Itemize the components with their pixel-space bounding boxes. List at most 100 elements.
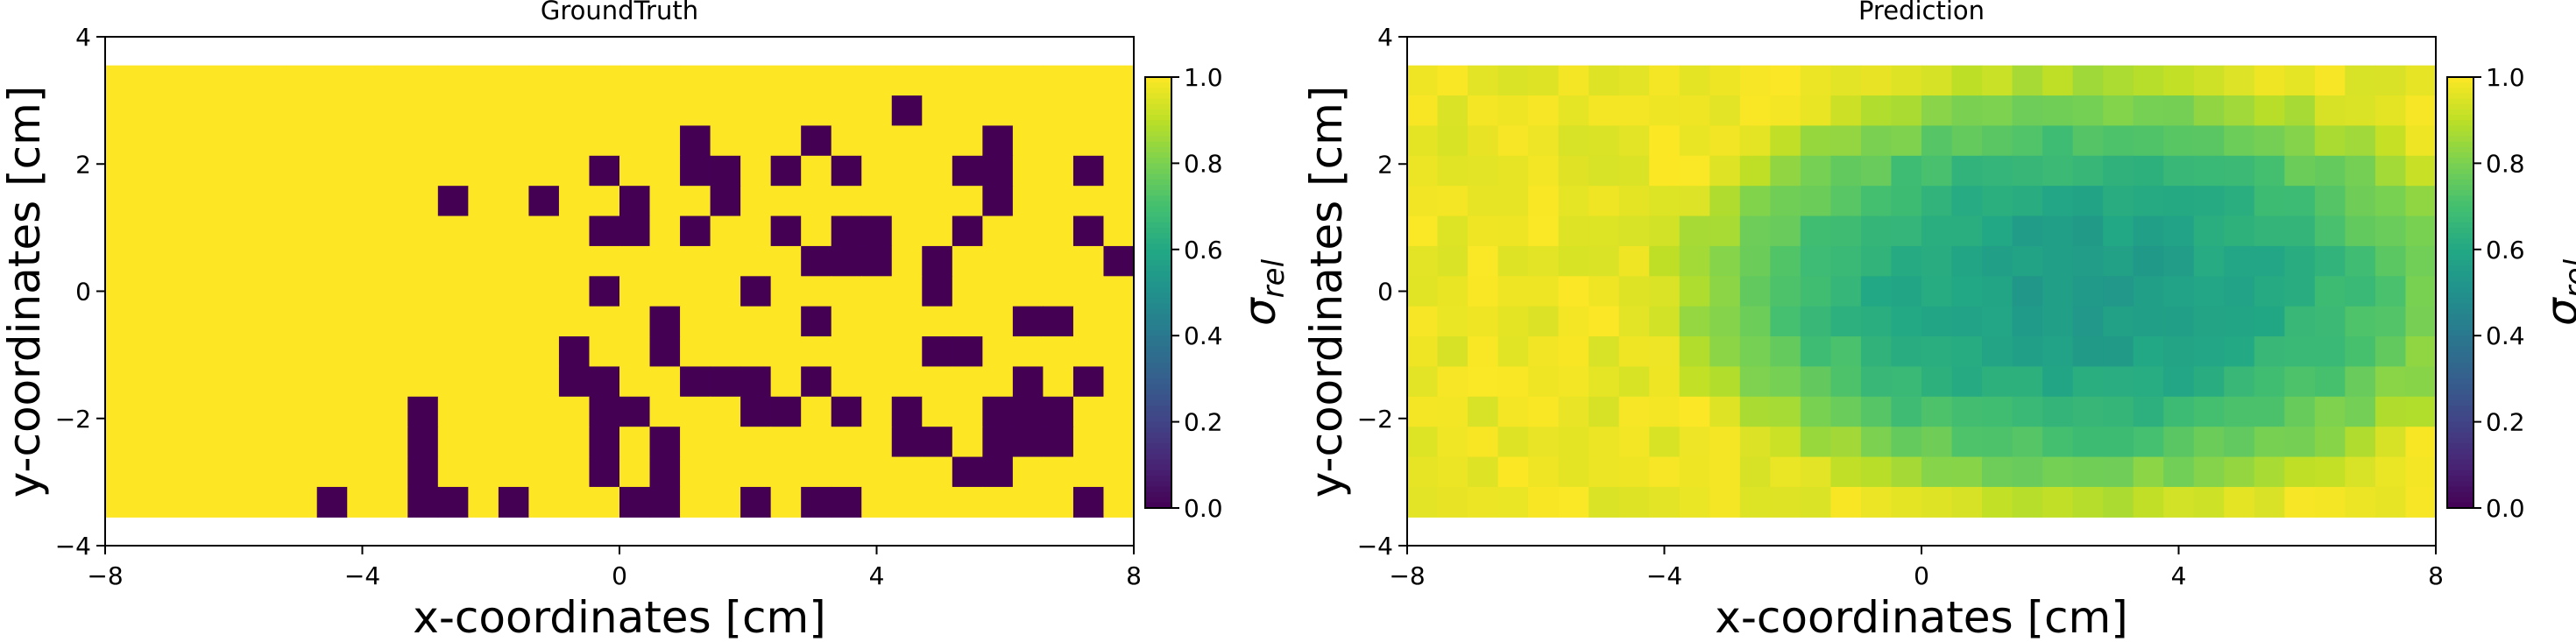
x-tick-label: −8 bbox=[87, 561, 123, 590]
heatmap-cell bbox=[891, 396, 923, 427]
heatmap-cell bbox=[558, 155, 591, 187]
heatmap-cell bbox=[2345, 155, 2376, 187]
heatmap-cell bbox=[2405, 366, 2437, 398]
heatmap-cell bbox=[1709, 456, 1741, 488]
heatmap-cell bbox=[316, 456, 348, 488]
heatmap-cell bbox=[468, 336, 499, 368]
x-tick-label: 4 bbox=[869, 561, 885, 590]
heatmap-cell bbox=[2012, 95, 2043, 127]
colorbar-tick-label: 1.0 bbox=[2486, 63, 2525, 92]
colorbar-segment bbox=[1145, 265, 1171, 272]
heatmap-cell bbox=[558, 396, 591, 427]
heatmap-cell bbox=[2072, 336, 2104, 368]
heatmap-cell bbox=[2012, 486, 2043, 518]
heatmap-cell bbox=[1103, 276, 1135, 307]
x-axis-ticks: −8 −4 0 4 8 bbox=[1389, 546, 2444, 590]
heatmap-cell bbox=[1679, 215, 1710, 247]
heatmap-cell bbox=[468, 215, 499, 247]
heatmap-cell bbox=[528, 155, 560, 187]
heatmap-cell bbox=[2193, 456, 2225, 488]
heatmap-cell bbox=[437, 336, 469, 368]
colorbar-frame bbox=[2446, 76, 2474, 509]
colorbar-segment bbox=[2447, 206, 2473, 213]
heatmap-cell bbox=[226, 95, 258, 127]
heatmap-cell bbox=[1800, 427, 1832, 458]
heatmap-cell bbox=[1891, 245, 1922, 277]
heatmap-cell bbox=[2345, 186, 2376, 217]
colorbar-segment bbox=[2447, 195, 2473, 201]
heatmap-cell bbox=[195, 65, 227, 96]
heatmap-cell bbox=[195, 125, 227, 157]
heatmap-cell bbox=[226, 396, 258, 427]
heatmap-cell bbox=[166, 427, 197, 458]
heatmap-cell bbox=[437, 306, 469, 337]
heatmap-cell bbox=[437, 65, 469, 96]
heatmap-cell bbox=[2012, 155, 2043, 187]
heatmap-cell bbox=[1709, 95, 1741, 127]
heatmap-cell bbox=[1709, 366, 1741, 398]
heatmap-cell bbox=[316, 396, 348, 427]
colorbar-segment bbox=[1145, 427, 1171, 434]
heatmap-cell bbox=[831, 366, 862, 398]
heatmap-cell bbox=[1407, 486, 1439, 518]
heatmap-cell bbox=[2345, 396, 2376, 427]
heatmap-cell bbox=[1437, 245, 1468, 277]
heatmap-cell bbox=[166, 336, 197, 368]
heatmap-cell bbox=[1770, 276, 1801, 307]
colorbar-segment bbox=[2447, 314, 2473, 321]
heatmap-cell bbox=[2314, 245, 2346, 277]
heatmap-cell bbox=[135, 276, 166, 307]
colorbar-segment bbox=[1145, 351, 1171, 358]
heatmap-cell bbox=[1437, 125, 1468, 157]
heatmap-cell bbox=[680, 366, 711, 398]
heatmap-cell bbox=[528, 65, 560, 96]
colorbar-segment bbox=[1145, 373, 1171, 379]
heatmap-cell bbox=[1043, 245, 1074, 277]
heatmap-cell bbox=[1043, 366, 1074, 398]
heatmap-cell bbox=[1558, 427, 1589, 458]
heatmap-cell bbox=[952, 186, 983, 217]
heatmap-cell bbox=[2042, 486, 2074, 518]
heatmap-cell bbox=[2072, 486, 2104, 518]
heatmap-cell bbox=[1497, 245, 1529, 277]
heatmap-cell bbox=[1891, 65, 1922, 96]
heatmap-cell bbox=[2254, 215, 2285, 247]
colorbar-label-subscript: rel bbox=[2558, 258, 2576, 298]
heatmap-cell bbox=[1072, 276, 1105, 307]
colorbar-segment bbox=[1145, 464, 1171, 471]
heatmap-cell bbox=[1589, 186, 1620, 217]
heatmap-cell bbox=[1497, 427, 1529, 458]
heatmap-cell bbox=[1437, 276, 1468, 307]
heatmap-cell bbox=[2042, 186, 2074, 217]
heatmap-cell bbox=[680, 427, 711, 458]
colorbar-segment bbox=[1145, 362, 1171, 369]
colorbar-segment bbox=[1145, 421, 1171, 428]
heatmap-cell bbox=[1830, 336, 1862, 368]
heatmap-cell bbox=[1951, 95, 1983, 127]
heatmap-cell bbox=[1982, 155, 2013, 187]
heatmap-cell bbox=[1800, 396, 1832, 427]
heatmap-cell bbox=[407, 95, 439, 127]
colorbar-segment bbox=[1145, 303, 1171, 309]
heatmap-cell bbox=[105, 276, 137, 307]
heatmap-cell bbox=[437, 366, 469, 398]
heatmap-cell bbox=[1739, 306, 1771, 337]
heatmap-cell bbox=[922, 486, 953, 518]
heatmap-cell bbox=[166, 366, 197, 398]
heatmap-cell bbox=[2254, 336, 2285, 368]
colorbar-segment bbox=[2447, 308, 2473, 315]
heatmap-cell bbox=[1072, 125, 1105, 157]
colorbar-segment bbox=[2447, 324, 2473, 331]
heatmap-cell bbox=[135, 396, 166, 427]
heatmap-cell bbox=[1860, 306, 1893, 337]
heatmap-cell bbox=[2042, 95, 2074, 127]
heatmap-cell bbox=[1497, 125, 1529, 157]
heatmap-cell bbox=[2374, 125, 2407, 157]
heatmap-cell bbox=[1558, 396, 1589, 427]
heatmap-cell bbox=[256, 336, 287, 368]
heatmap-cell bbox=[1860, 155, 1893, 187]
colorbar-tick-label: 0.8 bbox=[2486, 149, 2525, 178]
heatmap-cell bbox=[437, 396, 469, 427]
heatmap-cell bbox=[922, 366, 953, 398]
heatmap-cell bbox=[1679, 65, 1710, 96]
